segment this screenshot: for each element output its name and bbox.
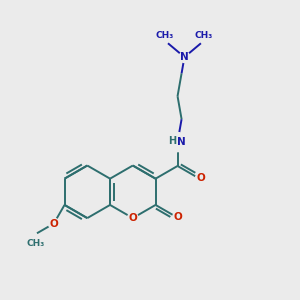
Text: CH₃: CH₃ [26, 238, 45, 247]
Circle shape [128, 213, 138, 224]
Text: O: O [128, 213, 137, 223]
Text: O: O [196, 173, 206, 183]
Text: N: N [177, 137, 186, 147]
Text: O: O [50, 219, 58, 229]
Circle shape [179, 52, 190, 62]
Text: N: N [180, 52, 189, 62]
Circle shape [48, 218, 59, 229]
Text: H: H [168, 136, 176, 146]
Circle shape [173, 212, 184, 222]
Text: CH₃: CH₃ [156, 31, 174, 40]
Text: CH₃: CH₃ [195, 31, 213, 40]
Circle shape [196, 172, 206, 183]
Circle shape [168, 133, 187, 152]
Text: O: O [174, 212, 182, 222]
